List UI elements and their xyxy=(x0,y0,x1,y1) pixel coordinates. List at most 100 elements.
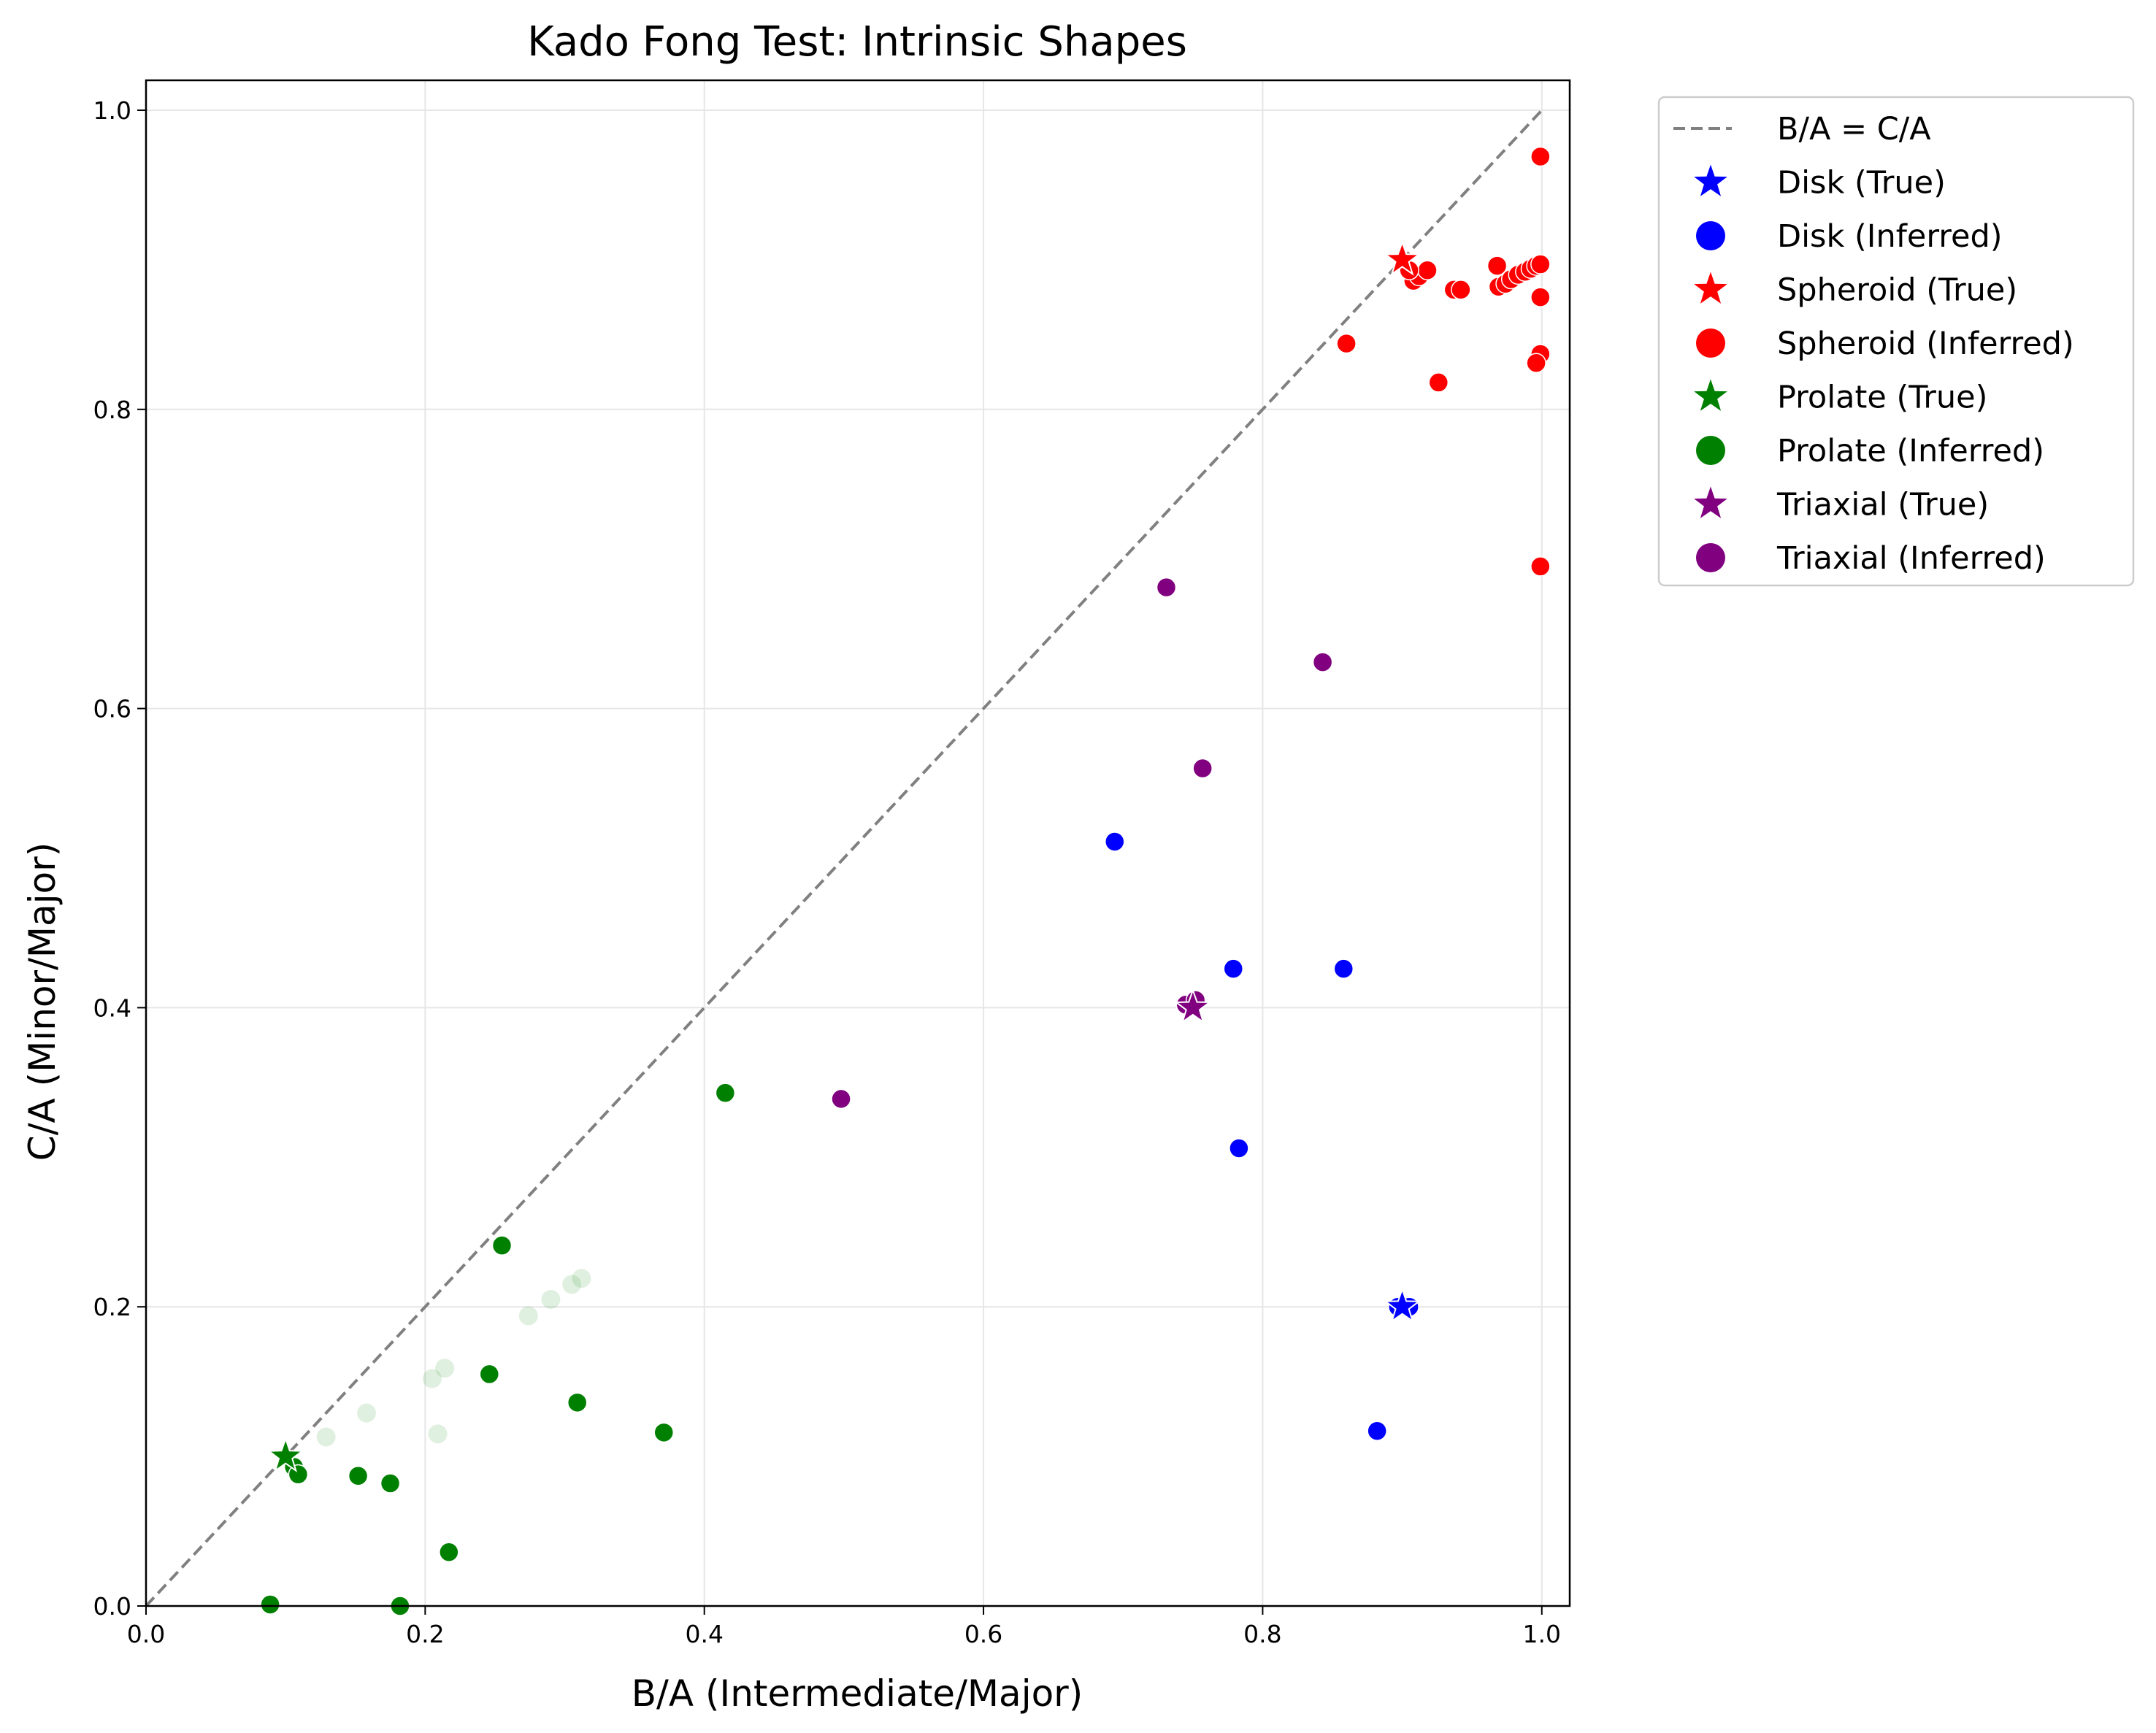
legend-circle-swatch xyxy=(1696,221,1725,250)
legend-label: B/A = C/A xyxy=(1777,111,1931,147)
legend-label: Triaxial (True) xyxy=(1776,487,1989,523)
legend-label: Disk (True) xyxy=(1777,165,1946,201)
inferred-shape-point xyxy=(1192,758,1213,779)
chart-title: Kado Fong Test: Intrinsic Shapes xyxy=(527,18,1187,66)
inferred-shape-point xyxy=(428,1424,448,1444)
legend-star-swatch xyxy=(1694,379,1727,411)
legend-item: Disk (Inferred) xyxy=(1696,218,2003,255)
inferred-shape-point xyxy=(1229,1138,1249,1158)
series-prolate-inferred xyxy=(260,1083,736,1616)
y-tick-label: 0.0 xyxy=(93,1592,131,1621)
inferred-shape-point xyxy=(1486,255,1508,276)
series-spheroid-inferred xyxy=(1336,146,1551,577)
legend-item: Spheroid (True) xyxy=(1694,272,2017,309)
legend-label: Prolate (Inferred) xyxy=(1777,433,2044,469)
series-triaxial-true xyxy=(1174,988,1212,1024)
y-tick-label: 0.6 xyxy=(93,695,131,723)
inferred-shape-point xyxy=(518,1306,538,1326)
legend: B/A = C/A Disk (True) Disk (Inferred) Spher… xyxy=(1657,96,2135,587)
inferred-shape-point xyxy=(380,1473,401,1494)
legend-circle-swatch xyxy=(1696,436,1725,465)
legend-label: Spheroid (Inferred) xyxy=(1777,326,2074,362)
legend-item: Prolate (True) xyxy=(1694,379,1987,416)
x-tick-label: 1.0 xyxy=(1523,1620,1561,1648)
x-tick-label: 0.8 xyxy=(1243,1620,1281,1648)
true-shape-star-point xyxy=(1383,239,1422,276)
inferred-shape-point xyxy=(260,1594,280,1615)
y-tick-label: 0.4 xyxy=(93,994,131,1022)
y-tick-label: 0.2 xyxy=(93,1293,131,1321)
series-disk-true xyxy=(1383,1287,1422,1323)
legend-item: Prolate (Inferred) xyxy=(1696,433,2044,469)
x-tick-label: 0.6 xyxy=(964,1620,1002,1648)
reference-line-ba-equals-ca xyxy=(145,109,1543,1607)
legend-item: B/A = C/A xyxy=(1673,111,1931,147)
inferred-shape-point xyxy=(715,1083,736,1103)
inferred-shape-point xyxy=(422,1369,442,1388)
inferred-shape-point xyxy=(1530,287,1551,307)
y-axis-label: C/A (Minor/Major) xyxy=(21,842,64,1161)
legend-label: Spheroid (True) xyxy=(1777,272,2017,309)
inferred-shape-point xyxy=(541,1289,561,1309)
inferred-shape-point xyxy=(562,1275,582,1294)
inferred-shape-point xyxy=(1526,353,1546,374)
inferred-shape-point xyxy=(1530,146,1551,167)
inferred-shape-point xyxy=(1417,260,1438,280)
inferred-shape-point xyxy=(1530,556,1551,577)
inferred-shape-point xyxy=(1105,831,1125,852)
x-tick-label: 0.0 xyxy=(127,1620,165,1648)
legend-label: Triaxial (Inferred) xyxy=(1776,540,2046,577)
x-axis-label: B/A (Intermediate/Major) xyxy=(632,1672,1083,1715)
x-tick-label: 0.2 xyxy=(406,1620,444,1648)
inferred-shape-point xyxy=(435,1359,455,1378)
series-prolate-true xyxy=(266,1437,304,1472)
grid-lines xyxy=(145,80,1570,1607)
reference-line-layer xyxy=(145,109,1543,1607)
inferred-shape-point xyxy=(1530,254,1551,274)
legend-item: Triaxial (Inferred) xyxy=(1696,540,2046,577)
legend-star-swatch xyxy=(1694,486,1727,518)
inferred-shape-point xyxy=(439,1542,459,1562)
legend-circle-swatch xyxy=(1696,328,1725,358)
x-tick-label: 0.4 xyxy=(685,1620,723,1648)
plot-frame xyxy=(145,79,1571,1607)
inferred-shape-point xyxy=(479,1364,500,1385)
true-shape-star-point xyxy=(1174,988,1212,1024)
legend-box xyxy=(1657,96,2135,587)
y-tick-label: 0.8 xyxy=(93,396,131,424)
legend-item: Spheroid (Inferred) xyxy=(1696,326,2074,362)
inferred-shape-point xyxy=(491,1235,513,1256)
inferred-shape-point xyxy=(572,1269,591,1288)
y-tick-label: 1.0 xyxy=(93,96,131,125)
legend-label: Prolate (True) xyxy=(1777,380,1987,416)
inferred-shape-point xyxy=(1367,1421,1387,1442)
series-triaxial-inferred xyxy=(831,577,1333,1110)
inferred-shape-point xyxy=(316,1427,336,1447)
inferred-shape-point xyxy=(1312,652,1333,672)
series-prolate-inferred-faint xyxy=(316,1269,591,1447)
x-axis-ticks: 0.0 0.2 0.4 0.6 0.8 1.0 xyxy=(127,1606,1561,1648)
legend-label: Disk (Inferred) xyxy=(1777,218,2003,255)
inferred-shape-point xyxy=(1428,372,1449,393)
inferred-shape-point xyxy=(1156,577,1177,598)
true-shape-star-point xyxy=(266,1437,304,1472)
inferred-shape-point xyxy=(567,1392,588,1413)
inferred-shape-point xyxy=(348,1465,369,1486)
inferred-shape-point xyxy=(357,1403,377,1423)
inferred-shape-point xyxy=(1336,333,1357,354)
inferred-shape-point xyxy=(1333,958,1354,979)
legend-circle-swatch xyxy=(1696,543,1725,572)
legend-item: Triaxial (True) xyxy=(1694,486,1989,523)
inferred-shape-point xyxy=(1451,280,1471,300)
inferred-shape-point xyxy=(653,1422,675,1443)
series-spheroid-true xyxy=(1383,239,1422,276)
legend-item: Disk (True) xyxy=(1694,164,1946,201)
inferred-shape-point xyxy=(1223,958,1244,979)
inferred-shape-point xyxy=(831,1088,851,1110)
true-shape-star-point xyxy=(1383,1287,1422,1323)
data-points xyxy=(260,146,1551,1616)
legend-star-swatch xyxy=(1694,272,1727,304)
y-axis-ticks: 0.0 0.2 0.4 0.6 0.8 1.0 xyxy=(93,96,146,1621)
legend-star-swatch xyxy=(1694,164,1727,196)
